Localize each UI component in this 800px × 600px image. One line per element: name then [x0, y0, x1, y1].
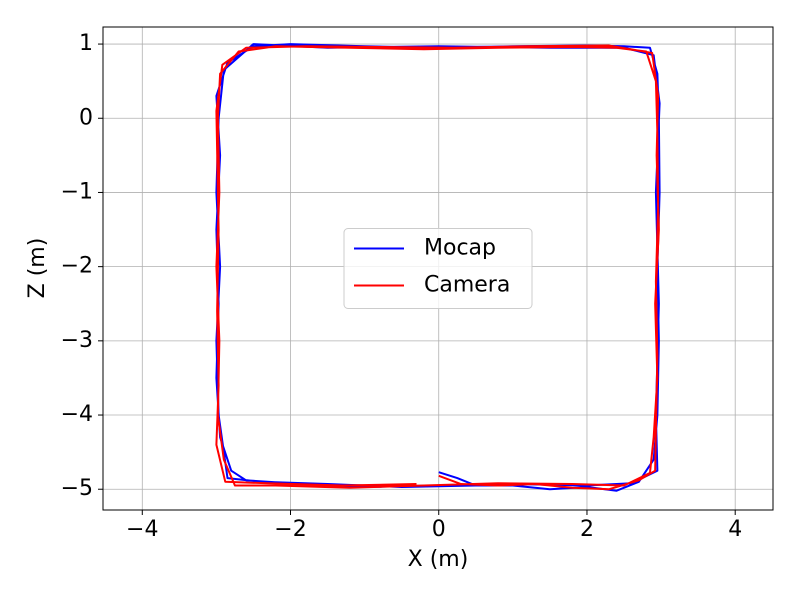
plot-frame	[102, 26, 774, 511]
x-tick-label: 2	[580, 517, 594, 542]
x-tick-label: −2	[274, 517, 306, 542]
y-axis-label: Z (m)	[25, 238, 50, 299]
series-line	[215, 44, 660, 491]
y-tick-label: 1	[79, 31, 93, 56]
x-tick-label: 4	[728, 517, 742, 542]
y-tick-label: 0	[79, 105, 93, 130]
y-tick-label: −5	[61, 476, 93, 501]
y-tick-label: −1	[61, 179, 93, 204]
y-tick-label: −3	[61, 328, 93, 353]
legend-label: Mocap	[424, 236, 496, 261]
series-line	[215, 43, 661, 492]
legend-label: Camera	[424, 273, 510, 298]
y-tick-label: −2	[61, 254, 93, 279]
x-tick-label: −4	[126, 517, 158, 542]
x-tick-label: 0	[432, 517, 446, 542]
x-axis-label: X (m)	[408, 547, 469, 572]
y-tick-label: −4	[61, 402, 93, 427]
legend: Mocap Camera	[343, 228, 533, 309]
